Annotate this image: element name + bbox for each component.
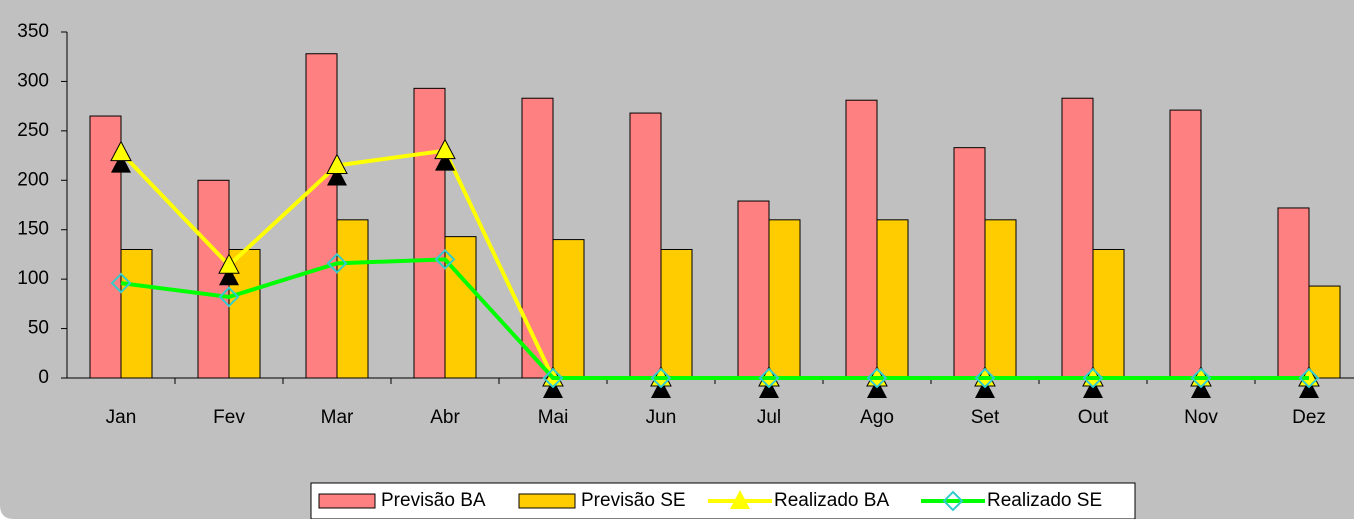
bar [552,239,585,379]
bar [1092,248,1125,379]
x-tick-label: Dez [1292,407,1326,428]
x-tick-label: Ago [860,407,894,428]
legend-label: Realizado BA [774,490,889,511]
y-tick-label: 200 [17,169,49,190]
bar [953,147,986,379]
bar [413,87,446,379]
marker-shadow [327,166,347,186]
marker [1082,367,1104,389]
x-tick-label: Set [971,407,1000,428]
bar [629,112,662,379]
bar [1061,97,1094,379]
marker [758,367,780,389]
marker-shadow [975,379,995,398]
marker [434,248,456,270]
marker-shadow [219,266,239,286]
marker-shadow [1191,379,1211,398]
marker [974,367,996,389]
bar [845,99,878,379]
marker-shadow [651,379,671,398]
marker [110,272,132,294]
y-tick-label: 0 [38,367,49,388]
legend-marker [730,490,750,509]
y-tick-label: 350 [17,21,49,42]
x-tick-label: Jun [646,407,677,428]
bar [120,248,153,379]
x-tick-label: Mar [321,407,354,428]
line [120,257,1309,380]
bar [1277,207,1310,379]
marker [218,253,240,274]
marker [866,367,888,389]
bar [521,97,554,379]
bar [660,248,693,379]
marker [434,138,456,160]
marker [326,153,348,174]
marker [650,367,672,389]
marker [542,367,564,389]
marker-shadow [1299,379,1319,398]
bar [444,236,477,379]
bar [1169,109,1202,379]
legend-marker [942,490,964,512]
legend-label: Realizado SE [987,490,1102,511]
x-tick-label: Nov [1184,407,1218,428]
legend-swatch [518,493,576,509]
x-tick-label: Fev [213,407,245,428]
y-tick-label: 150 [17,219,49,240]
marker [1190,367,1212,389]
x-tick-label: Jul [757,407,781,428]
x-tick-label: Mai [538,407,569,428]
y-tick-label: 250 [17,120,49,141]
bar [876,219,909,379]
x-tick-label: Abr [430,407,460,428]
marker [110,140,132,162]
marker-shadow [543,379,563,398]
legend-label: Previsão SE [581,490,686,511]
y-tick-label: 50 [28,318,49,339]
bar [305,53,338,379]
marker-shadow [759,379,779,398]
legend-swatch [318,493,376,509]
marker-shadow [111,153,131,173]
marker [218,286,240,308]
marker [1298,367,1320,389]
bar [336,219,369,379]
marker-shadow [1083,379,1103,398]
x-tick-label: Jan [106,407,137,428]
bar [768,219,801,379]
bar [984,219,1017,379]
marker-shadow [867,379,887,398]
y-tick-label: 100 [17,268,49,289]
y-tick-label: 300 [17,70,49,91]
marker-shadow [435,151,455,171]
bar [737,200,770,379]
x-tick-label: Out [1078,407,1109,428]
marker [326,252,348,274]
bar [1308,285,1341,379]
legend-label: Previsão BA [381,490,486,511]
